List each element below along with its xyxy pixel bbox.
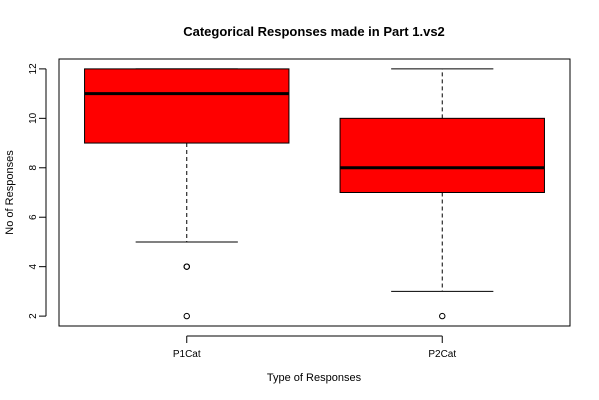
outlier-point — [183, 263, 190, 270]
y-tick-label: 4 — [28, 263, 39, 269]
outlier-point — [439, 312, 446, 320]
y-tick-label: 6 — [28, 214, 39, 220]
y-tick-label: 8 — [28, 165, 39, 171]
chart-title: Categorical Responses made in Part 1.vs2 — [183, 24, 445, 39]
outlier-point — [183, 312, 190, 320]
x-tick-label: P2Cat — [428, 349, 456, 360]
x-axis: P1Cat P2Cat — [173, 335, 456, 360]
y-tick-label: 2 — [28, 313, 39, 319]
box-iqr — [84, 68, 290, 144]
box-P1Cat — [84, 68, 290, 320]
y-axis-label: No of Responses — [4, 150, 16, 235]
boxes — [84, 68, 545, 320]
box-iqr — [339, 117, 545, 193]
box-P2Cat — [339, 68, 545, 320]
x-axis-label: Type of Responses — [267, 372, 362, 384]
y-axis: 2 4 6 8 10 12 — [28, 63, 47, 319]
plot-frame — [58, 58, 571, 327]
y-tick-label: 12 — [28, 63, 39, 75]
x-tick-label: P1Cat — [173, 349, 201, 360]
y-tick-label: 10 — [28, 112, 39, 124]
